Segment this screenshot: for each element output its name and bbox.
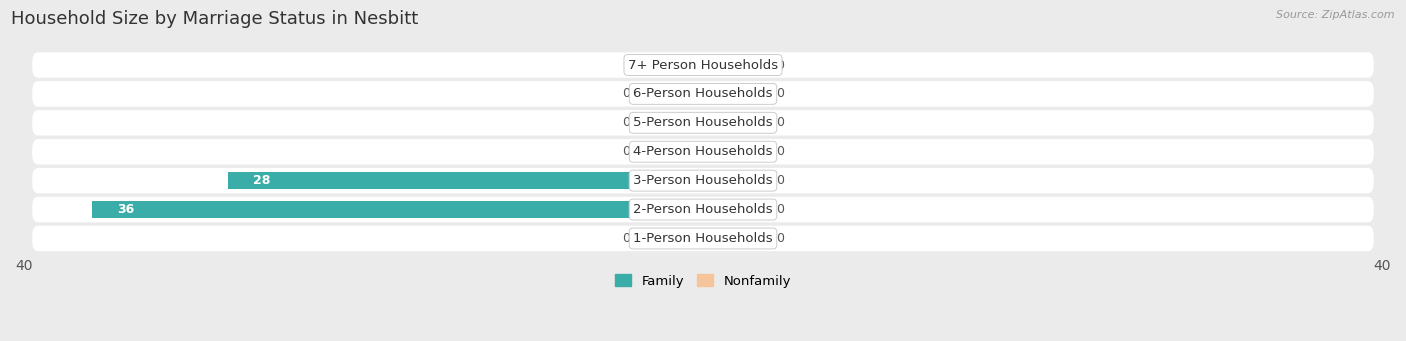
Text: 0: 0 (776, 116, 785, 129)
FancyBboxPatch shape (32, 139, 1374, 164)
FancyBboxPatch shape (32, 81, 1374, 107)
Bar (644, 230, 703, 247)
Bar (703, 115, 762, 131)
Text: 7+ Person Households: 7+ Person Households (628, 59, 778, 72)
Text: 0: 0 (776, 59, 785, 72)
FancyBboxPatch shape (32, 168, 1374, 193)
Bar (91, 201, 703, 218)
Text: 36: 36 (117, 203, 135, 216)
Bar (644, 86, 703, 102)
FancyBboxPatch shape (32, 52, 1374, 78)
FancyBboxPatch shape (32, 110, 1374, 135)
Bar (703, 230, 762, 247)
Text: 0: 0 (621, 59, 630, 72)
Text: 4-Person Households: 4-Person Households (633, 145, 773, 158)
Text: 5-Person Households: 5-Person Households (633, 116, 773, 129)
Text: 1-Person Households: 1-Person Households (633, 232, 773, 245)
Text: 28: 28 (253, 174, 270, 187)
Text: 6-Person Households: 6-Person Households (633, 87, 773, 100)
Bar (703, 86, 762, 102)
Text: 0: 0 (776, 232, 785, 245)
Text: 0: 0 (621, 232, 630, 245)
Text: 0: 0 (621, 116, 630, 129)
Bar (228, 172, 703, 189)
Bar (644, 143, 703, 160)
Legend: Family, Nonfamily: Family, Nonfamily (610, 269, 796, 293)
Text: Household Size by Marriage Status in Nesbitt: Household Size by Marriage Status in Nes… (11, 10, 419, 28)
Text: 0: 0 (776, 145, 785, 158)
Bar (703, 201, 762, 218)
Text: 0: 0 (776, 203, 785, 216)
Text: Source: ZipAtlas.com: Source: ZipAtlas.com (1277, 10, 1395, 20)
Text: 2-Person Households: 2-Person Households (633, 203, 773, 216)
FancyBboxPatch shape (32, 197, 1374, 222)
Text: 0: 0 (776, 174, 785, 187)
FancyBboxPatch shape (32, 226, 1374, 251)
Bar (644, 57, 703, 73)
Bar (644, 115, 703, 131)
Text: 0: 0 (621, 145, 630, 158)
Text: 0: 0 (776, 87, 785, 100)
Bar (703, 57, 762, 73)
Bar (703, 143, 762, 160)
Text: 0: 0 (621, 87, 630, 100)
Text: 3-Person Households: 3-Person Households (633, 174, 773, 187)
Bar (703, 172, 762, 189)
